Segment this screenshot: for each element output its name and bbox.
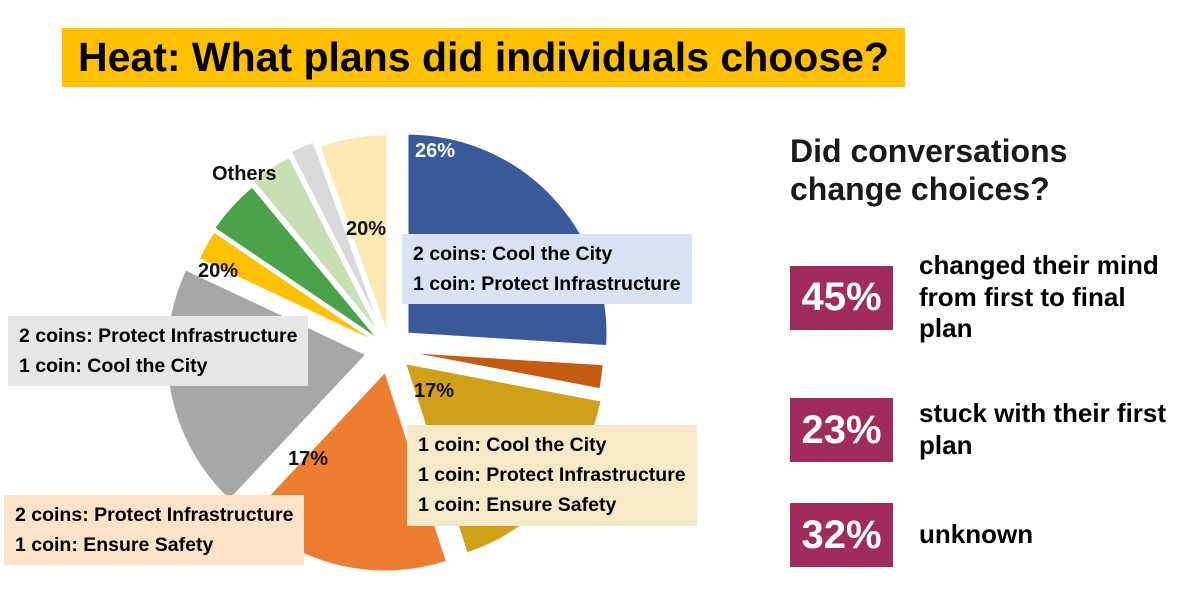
stat-desc-stuck: stuck with their first plan <box>919 398 1167 460</box>
callout-orange: 2 coins: Protect Infrastructure 1 coin: … <box>4 495 305 566</box>
pie-pct-blue: 26% <box>415 140 456 162</box>
pie-slice-others-cream <box>318 133 389 335</box>
callout-orange-line2: 1 coin: Ensure Safety <box>15 534 214 557</box>
stat-box-changed-mind: 45% <box>790 265 893 330</box>
pie-slice-others-yellow <box>197 230 381 346</box>
pie-others-label: Others <box>212 163 277 185</box>
callout-gold-line1: 1 coin: Cool the City <box>418 434 607 456</box>
stat-box-unknown: 32% <box>790 503 893 567</box>
pie-slice-others-dark-orange <box>403 350 605 391</box>
pie-pct-gray: 20% <box>198 260 239 282</box>
stat-row-changed-mind: 45% changed their mind from first to fin… <box>790 250 1177 345</box>
callout-gold-line2: 1 coin: Protect Infrastructure <box>418 464 686 487</box>
pie-slice-others-pale-green <box>251 155 381 336</box>
pie-slice-others-green <box>212 185 381 342</box>
pie-slice-others-pale-gray <box>289 140 383 331</box>
page-title: Heat: What plans did individuals choose? <box>62 28 905 88</box>
stat-desc-changed-mind: changed their mind from first to final p… <box>919 250 1159 344</box>
stat-row-unknown: 32% unknown <box>790 503 1177 567</box>
callout-gold: 1 coin: Cool the City 1 coin: Protect In… <box>407 425 697 526</box>
question-heading: Did conversations change choices? <box>790 133 1068 207</box>
callout-gray-line1: 2 coins: Protect Infrastructure <box>19 325 298 347</box>
callout-blue-line1: 2 coins: Cool the City <box>413 243 613 265</box>
pie-pct-gold: 17% <box>414 380 455 402</box>
callout-blue: 2 coins: Cool the City 1 coin: Protect I… <box>402 234 692 305</box>
pie-pct-others: 20% <box>346 218 387 240</box>
callout-gold-line3: 1 coin: Ensure Safety <box>418 494 617 517</box>
stat-desc-unknown: unknown <box>919 519 1034 550</box>
callout-gray-line2: 1 coin: Cool the City <box>19 355 208 378</box>
callout-gray: 2 coins: Protect Infrastructure 1 coin: … <box>8 316 309 387</box>
stat-box-stuck: 23% <box>790 398 893 462</box>
callout-orange-line1: 2 coins: Protect Infrastructure <box>15 504 294 526</box>
pie-pct-orange: 17% <box>288 448 329 470</box>
stat-row-stuck: 23% stuck with their first plan <box>790 398 1177 462</box>
callout-blue-line2: 1 coin: Protect Infrastructure <box>413 273 681 296</box>
